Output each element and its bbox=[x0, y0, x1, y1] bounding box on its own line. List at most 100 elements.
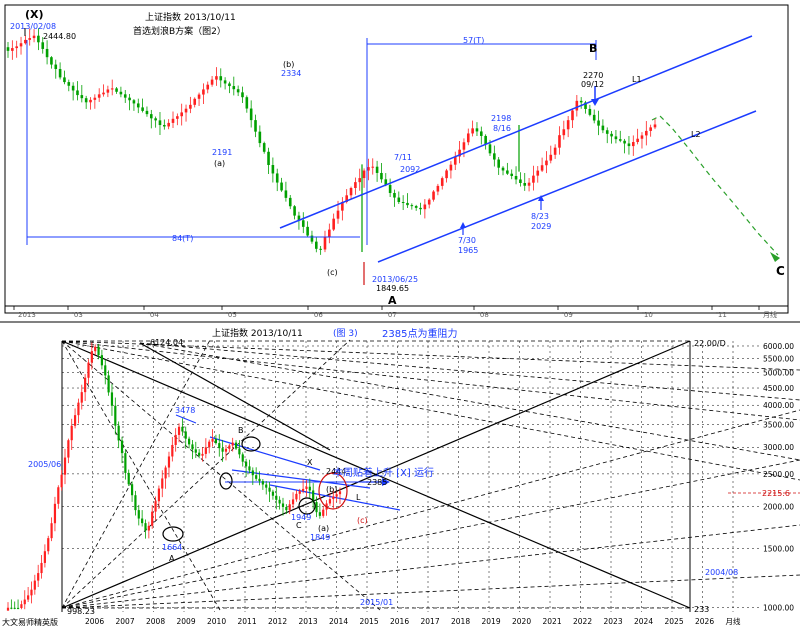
bottom-candle-body bbox=[285, 506, 288, 511]
bottom-candle-body bbox=[104, 365, 107, 376]
top-candle-body bbox=[297, 215, 301, 221]
bottom-grid bbox=[61, 341, 760, 612]
bottom-candle-body bbox=[114, 405, 117, 426]
top-candle-body bbox=[623, 140, 626, 144]
ann-low-price: 1849.65 bbox=[376, 284, 409, 293]
bottom-candle-body bbox=[255, 475, 258, 479]
bottom-candle-body bbox=[10, 607, 13, 609]
top-candle-body bbox=[597, 120, 600, 126]
top-candle-body bbox=[132, 100, 136, 104]
top-candle-body bbox=[76, 90, 79, 96]
ann-b-high-price: 2270 bbox=[583, 71, 603, 80]
circle-b bbox=[241, 436, 261, 452]
top-candle-body bbox=[293, 206, 296, 216]
ann-b-label: (b) bbox=[283, 60, 294, 69]
top-candle-body bbox=[475, 128, 479, 132]
top-candle-body bbox=[210, 79, 214, 85]
bottom-x-tick-label: 2020 bbox=[512, 617, 531, 626]
fan-line-up-2 bbox=[61, 409, 800, 609]
top-candle-body bbox=[432, 191, 435, 200]
ann-low-date: 2013/06/25 bbox=[372, 275, 418, 284]
top-candle-body bbox=[631, 142, 635, 147]
arrow-0823-head bbox=[538, 195, 544, 201]
ann-84t: 84(T) bbox=[172, 234, 193, 243]
bottom-x-tick-label: 2011 bbox=[238, 617, 257, 626]
bottom-candle-body bbox=[37, 573, 40, 581]
bottom-candle-body bbox=[16, 607, 20, 609]
bottom-x-tick-label: 2022 bbox=[573, 617, 592, 626]
top-candle-body bbox=[332, 218, 335, 230]
bottom-y-tick-label: 3500.00 bbox=[763, 421, 794, 430]
wave-x-label: (X) bbox=[25, 8, 44, 21]
top-candle-body bbox=[419, 207, 422, 210]
top-candle-body bbox=[440, 178, 444, 186]
top-candle-body bbox=[423, 204, 427, 210]
top-candle-body bbox=[458, 149, 461, 157]
ann-2444: 2444 bbox=[326, 467, 346, 476]
top-candle-body bbox=[167, 122, 170, 127]
ann-0730-date: 7/30 bbox=[458, 236, 476, 245]
top-candle-body bbox=[493, 153, 496, 160]
top-candle-body bbox=[306, 226, 309, 236]
circle-1949 bbox=[298, 497, 316, 515]
ann-wave-a-bottom: A bbox=[169, 554, 175, 563]
bottom-candle-body bbox=[312, 490, 315, 503]
ann-57t: 57(T) bbox=[463, 36, 484, 45]
bottom-candle-body bbox=[251, 470, 254, 476]
top-candle-body bbox=[102, 92, 105, 95]
bottom-candle-body bbox=[298, 490, 301, 494]
top-candle-body bbox=[93, 97, 97, 100]
top-candle-body bbox=[97, 94, 101, 98]
top-candle-body bbox=[32, 35, 36, 39]
top-candle-body bbox=[349, 188, 353, 196]
bottom-candle-body bbox=[167, 456, 171, 468]
bottom-x-tick-label: 2018 bbox=[451, 617, 470, 626]
top-candle-body bbox=[545, 160, 548, 166]
bottom-candle-body bbox=[191, 444, 194, 450]
bottom-candle-body bbox=[94, 346, 97, 352]
top-candle-body bbox=[24, 39, 27, 44]
bottom-candle-body bbox=[198, 452, 201, 456]
bottom-candle-body bbox=[127, 472, 130, 485]
bottom-candle-body bbox=[265, 484, 268, 488]
ann-wave-b-bottom: B bbox=[238, 426, 244, 435]
top-candle-body bbox=[145, 110, 149, 115]
top-candle-body bbox=[575, 100, 579, 111]
ann-0730-price: 1965 bbox=[458, 246, 478, 255]
top-candle-body bbox=[393, 192, 396, 198]
bottom-candle-body bbox=[70, 425, 73, 441]
top-x-tick-label: '07 bbox=[386, 311, 397, 319]
fan-line-up-steep bbox=[61, 339, 211, 609]
top-chart-subtitle: 首选划浪B方案（图2） bbox=[133, 25, 226, 37]
arrow-0730-head bbox=[460, 222, 466, 228]
bottom-candle-body bbox=[63, 457, 67, 475]
top-candle-body bbox=[449, 164, 453, 171]
top-candle-body bbox=[506, 170, 509, 174]
top-candle-body bbox=[410, 205, 414, 207]
top-candle-body bbox=[536, 170, 540, 176]
bottom-candle-body bbox=[77, 402, 80, 416]
bottom-candle-body bbox=[275, 495, 278, 500]
top-candle-body bbox=[640, 135, 644, 139]
bottom-candle-body bbox=[305, 486, 308, 489]
bottom-x-tick-label: 2023 bbox=[604, 617, 623, 626]
bottom-candle-body bbox=[6, 607, 10, 611]
bottom-candle-body bbox=[171, 444, 174, 457]
bottom-y-tick-labels: 6000.00 5500.00 5000.00 4500.00 4000.00 3500.… bbox=[763, 342, 794, 613]
top-candle-body bbox=[592, 114, 596, 121]
top-candle-body bbox=[197, 94, 201, 99]
top-candle-body bbox=[28, 38, 32, 40]
top-x-tick-label: '10 bbox=[642, 311, 653, 319]
bottom-candle-body bbox=[147, 525, 150, 531]
top-candle-body bbox=[328, 229, 331, 237]
bottom-candle-body bbox=[57, 487, 60, 504]
bottom-y-tick-label: 6000.00 bbox=[763, 342, 794, 351]
ann-0711-price: 2092 bbox=[400, 165, 420, 174]
top-candle-body bbox=[67, 82, 71, 86]
top-x-tick-label: '03 bbox=[72, 311, 83, 319]
top-candle-body bbox=[154, 118, 157, 121]
top-candle-body bbox=[653, 124, 657, 128]
top-chart-frame bbox=[4, 4, 789, 314]
top-candle-body bbox=[202, 89, 205, 95]
